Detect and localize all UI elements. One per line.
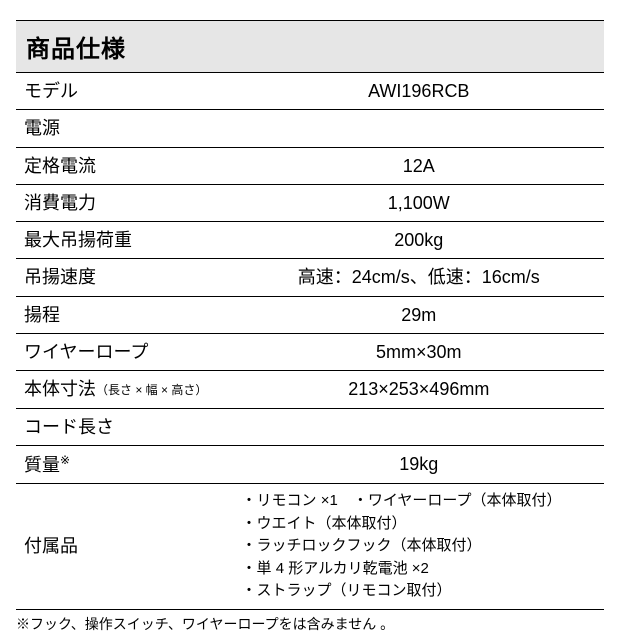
row-label-dimensions: 本体寸法（長さ × 幅 × 高さ） [16,371,234,408]
row-value-power-cons: 1,100W [234,184,604,221]
row-value-lift-speed: 高速：24cm/s、低速：16cm/s [234,259,604,296]
table-row: 付属品 ・リモコン ×1 ・ワイヤーロープ（本体取付） ・ウエイト（本体取付） … [16,484,604,610]
table-row: 電源 [16,110,604,147]
row-value-rated-current: 12A [234,147,604,184]
row-value-accessories: ・リモコン ×1 ・ワイヤーロープ（本体取付） ・ウエイト（本体取付） ・ラッチ… [234,484,604,610]
row-label-accessories: 付属品 [16,484,234,610]
table-row: ワイヤーロープ 5mm×30m [16,334,604,371]
spec-title: 商品仕様 [16,20,604,73]
row-label-lift-speed: 吊揚速度 [16,259,234,296]
row-label-rated-current: 定格電流 [16,147,234,184]
table-row: 本体寸法（長さ × 幅 × 高さ） 213×253×496mm [16,371,604,408]
table-row: 消費電力 1,100W [16,184,604,221]
row-label-power-source: 電源 [16,110,234,147]
row-label-max-load: 最大吊揚荷重 [16,222,234,259]
mass-sup: ※ [60,453,70,467]
row-value-lift-height: 29m [234,296,604,333]
row-label-wire-rope: ワイヤーロープ [16,334,234,371]
row-label-mass: 質量※ [16,445,234,483]
row-label-lift-height: 揚程 [16,296,234,333]
accessories-line: ・単 4 形アルカリ乾電池 ×2 [242,558,596,581]
accessories-line: ・ウエイト（本体取付） [242,513,596,536]
row-value-power-source [234,110,604,147]
row-value-mass: 19kg [234,445,604,483]
row-label-model: モデル [16,73,234,110]
accessories-list: ・リモコン ×1 ・ワイヤーロープ（本体取付） ・ウエイト（本体取付） ・ラッチ… [242,490,596,603]
row-value-model: AWI196RCB [234,73,604,110]
table-row: コード長さ [16,408,604,445]
row-value-dimensions: 213×253×496mm [234,371,604,408]
table-row: 吊揚速度 高速：24cm/s、低速：16cm/s [16,259,604,296]
spec-block: 商品仕様 モデル AWI196RCB 電源 定格電流 12A 消費電力 1,10… [16,20,604,634]
table-row: 質量※ 19kg [16,445,604,483]
table-row: モデル AWI196RCB [16,73,604,110]
spec-table: モデル AWI196RCB 電源 定格電流 12A 消費電力 1,100W 最大… [16,73,604,610]
row-value-max-load: 200kg [234,222,604,259]
dimensions-sub: （長さ × 幅 × 高さ） [96,384,207,398]
row-value-cord-len [234,408,604,445]
table-row: 定格電流 12A [16,147,604,184]
row-label-cord-len: コード長さ [16,408,234,445]
accessories-line: ・ストラップ（リモコン取付） [242,580,596,603]
row-label-power-cons: 消費電力 [16,184,234,221]
mass-label-text: 質量 [24,455,60,475]
row-value-wire-rope: 5mm×30m [234,334,604,371]
footnote: ※フック、操作スイッチ、ワイヤーロープをは含みません 。 [16,610,604,634]
accessories-line: ・ラッチロックフック（本体取付） [242,535,596,558]
table-row: 最大吊揚荷重 200kg [16,222,604,259]
accessories-line: ・リモコン ×1 ・ワイヤーロープ（本体取付） [242,490,596,513]
dimensions-label-text: 本体寸法 [24,379,96,399]
table-row: 揚程 29m [16,296,604,333]
